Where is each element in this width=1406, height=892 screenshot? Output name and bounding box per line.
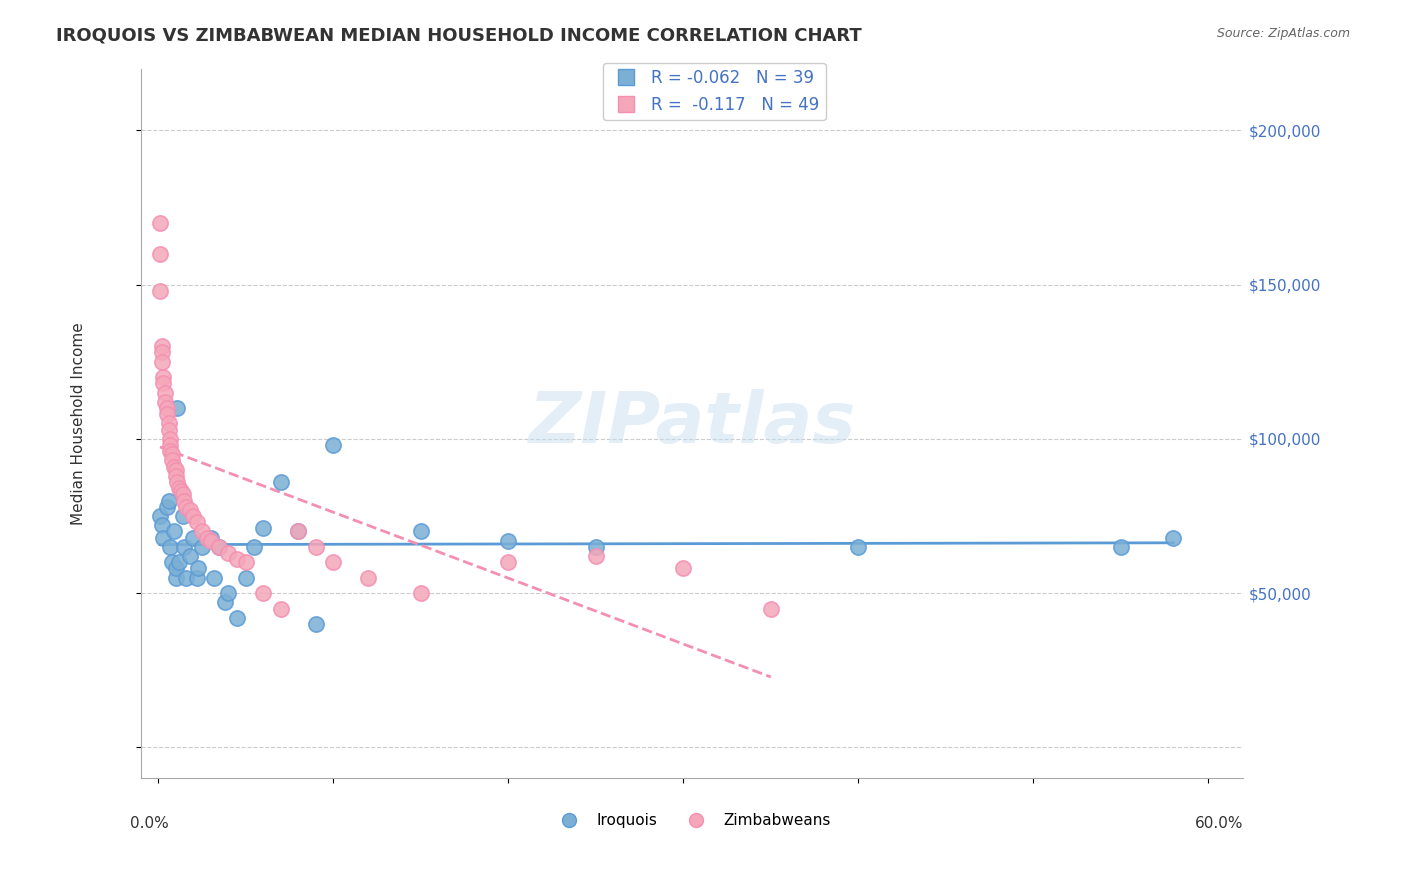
Point (156, 401, 179, 415)
Point (202, 571, 225, 585)
Point (157, 417, 180, 431)
Point (157, 423, 180, 437)
Point (149, 508, 172, 523)
Point (173, 540, 195, 554)
Point (252, 586, 274, 600)
Point (163, 524, 186, 539)
Point (305, 540, 328, 554)
Point (156, 500, 179, 514)
Point (252, 521, 274, 535)
Text: IROQUOIS VS ZIMBABWEAN MEDIAN HOUSEHOLD INCOME CORRELATION CHART: IROQUOIS VS ZIMBABWEAN MEDIAN HOUSEHOLD … (56, 27, 862, 45)
Point (191, 524, 214, 539)
Point (217, 586, 239, 600)
Point (181, 531, 204, 545)
Point (179, 502, 201, 516)
Point (159, 444, 181, 458)
Legend: Iroquois, Zimbabweans: Iroquois, Zimbabweans (547, 807, 837, 834)
Point (243, 540, 266, 554)
Point (409, 586, 432, 600)
Point (172, 487, 194, 501)
Point (159, 432, 181, 446)
Point (409, 524, 432, 539)
Point (235, 571, 257, 585)
Point (848, 540, 870, 554)
Point (152, 370, 174, 384)
Text: Source: ZipAtlas.com: Source: ZipAtlas.com (1216, 27, 1350, 40)
Point (585, 549, 607, 563)
Point (174, 500, 197, 514)
Point (149, 246, 172, 260)
Point (174, 571, 197, 585)
Point (159, 438, 181, 452)
Point (208, 540, 231, 554)
Point (585, 540, 607, 554)
Point (167, 555, 190, 569)
Point (149, 284, 172, 298)
Point (150, 354, 173, 368)
Point (214, 595, 236, 609)
Point (160, 555, 183, 569)
Point (498, 555, 520, 569)
Point (150, 518, 173, 533)
Point (160, 453, 183, 467)
Point (357, 571, 380, 585)
Point (287, 524, 309, 539)
Point (160, 447, 183, 461)
Point (173, 493, 195, 508)
Point (200, 531, 222, 545)
Point (172, 508, 194, 523)
Point (186, 571, 208, 585)
Point (166, 401, 188, 415)
Point (155, 394, 177, 409)
Point (191, 540, 214, 554)
Point (179, 549, 201, 563)
Point (152, 531, 174, 545)
Point (156, 407, 179, 421)
Point (226, 552, 249, 566)
Point (1163, 531, 1185, 545)
Point (181, 508, 204, 523)
Text: 0.0%: 0.0% (129, 816, 169, 831)
Point (159, 540, 181, 554)
Point (498, 533, 520, 548)
Point (157, 493, 180, 508)
Point (166, 475, 188, 489)
Point (270, 475, 292, 489)
Point (200, 533, 222, 548)
Point (1109, 540, 1132, 554)
Text: 60.0%: 60.0% (1195, 816, 1243, 831)
Point (672, 561, 695, 575)
Point (270, 601, 292, 615)
Point (208, 540, 231, 554)
Point (155, 385, 177, 400)
Point (195, 531, 218, 545)
Point (167, 481, 190, 495)
Point (152, 376, 174, 391)
Point (165, 571, 187, 585)
Point (165, 463, 187, 477)
Point (287, 524, 309, 539)
Point (759, 601, 782, 615)
Point (226, 611, 249, 625)
Point (165, 468, 187, 483)
Point (305, 616, 328, 631)
Point (322, 555, 344, 569)
Y-axis label: Median Household Income: Median Household Income (70, 322, 86, 524)
Point (322, 438, 344, 452)
Point (150, 339, 173, 353)
Point (165, 561, 187, 575)
Point (186, 515, 208, 529)
Point (149, 216, 172, 230)
Point (217, 546, 239, 560)
Point (187, 561, 209, 575)
Point (150, 345, 173, 359)
Text: ZIPatlas: ZIPatlas (529, 389, 856, 458)
Point (163, 459, 186, 474)
Point (170, 484, 193, 499)
Point (235, 555, 257, 569)
